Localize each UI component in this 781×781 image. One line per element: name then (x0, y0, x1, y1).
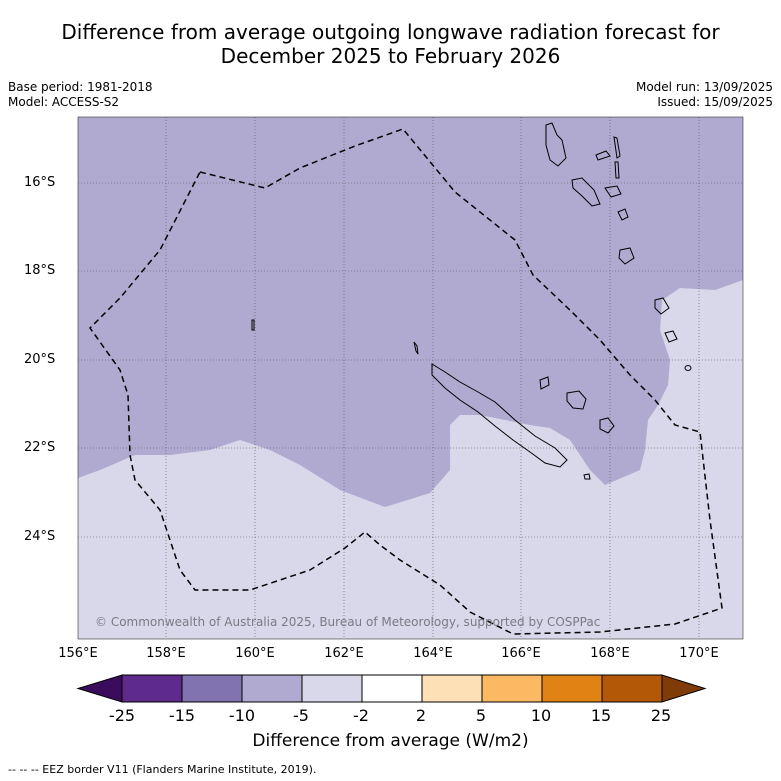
colorbar-segment (481, 674, 543, 703)
lat-label: 20°S (24, 352, 56, 367)
colorbar-tick-label: -25 (108, 706, 136, 725)
colorbar-tick-label: -15 (168, 706, 196, 725)
colorbar-segment (541, 674, 603, 703)
colorbar-tick-label: -2 (353, 706, 369, 725)
model-name: Model: ACCESS-S2 (8, 95, 120, 109)
lon-label: 166°E (501, 646, 541, 661)
lon-label: 168°E (590, 646, 630, 661)
map-frame (77, 116, 744, 640)
ouvea-island (539, 376, 550, 390)
colorbar-tick-label: 25 (650, 706, 672, 725)
lon-label: 160°E (235, 646, 275, 661)
colorbar-segment (421, 674, 483, 703)
colorbar-extend-low (76, 674, 123, 703)
lon-label: 170°E (679, 646, 719, 661)
colorbar-tick-label: -10 (228, 706, 256, 725)
lat-label: 22°S (24, 440, 56, 455)
chart-title: Difference from average outgoing longwav… (0, 20, 781, 68)
lon-label: 164°E (413, 646, 453, 661)
colorbar-tick-label: 15 (590, 706, 612, 725)
eez-border (89, 128, 723, 635)
issued-date: Issued: 15/09/2025 (657, 95, 773, 109)
colorbar-segment (301, 674, 363, 703)
colorbar-tick-label: 10 (530, 706, 552, 725)
colorbar-title: Difference from average (W/m2) (252, 731, 529, 751)
mare-island (599, 417, 615, 434)
erromango-island (618, 247, 635, 265)
graticule (78, 117, 743, 639)
base-period: Base period: 1981-2018 (8, 80, 153, 94)
colorbar-segment (181, 674, 243, 703)
lat-label: 16°S (24, 175, 56, 190)
lifou-island (566, 390, 587, 410)
reef-island-west (251, 319, 255, 331)
maewo-island (613, 136, 621, 159)
colorbar-segment (361, 674, 423, 703)
ambrym-island (604, 185, 622, 198)
meta-left: Base period: 1981-2018 Model: ACCESS-S2 (8, 80, 153, 110)
colorbar-extend-high (661, 674, 707, 703)
espiritu-santo-island (545, 122, 567, 167)
meta-right: Model run: 13/09/2025 Issued: 15/09/2025 (636, 80, 773, 110)
lon-label: 162°E (324, 646, 364, 661)
colorbar-tick-label: 5 (475, 706, 487, 725)
colorbar-tick-label: -5 (293, 706, 309, 725)
matthew-island (664, 330, 678, 343)
colorbar-segment (601, 674, 663, 703)
new-caledonia-island (431, 363, 568, 468)
colorbar-segment (121, 674, 183, 703)
ambae-island (595, 150, 611, 161)
title-line-2: December 2025 to February 2026 (220, 44, 561, 68)
model-run: Model run: 13/09/2025 (635, 80, 773, 94)
copyright-notice: © Commonwealth of Australia 2025, Bureau… (95, 615, 601, 629)
colorbar-segment (241, 674, 303, 703)
anomaly-region-medium (78, 117, 743, 507)
efate-island (617, 208, 629, 221)
pentecost-island (614, 161, 620, 179)
lat-label: 18°S (24, 263, 56, 278)
lon-label: 156°E (58, 646, 98, 661)
title-line-1: Difference from average outgoing longwav… (61, 20, 720, 44)
lon-label: 158°E (146, 646, 186, 661)
colorbar-tick-label: 2 (415, 706, 427, 725)
belep-islands (413, 341, 419, 355)
isle-of-pines (583, 473, 591, 480)
hunter-island (684, 365, 692, 371)
fiji-edge-island (654, 297, 670, 315)
lat-label: 24°S (24, 529, 56, 544)
malekula-island (571, 177, 601, 207)
eez-legend: -- -- -- EEZ border V11 (Flanders Marine… (8, 763, 317, 776)
